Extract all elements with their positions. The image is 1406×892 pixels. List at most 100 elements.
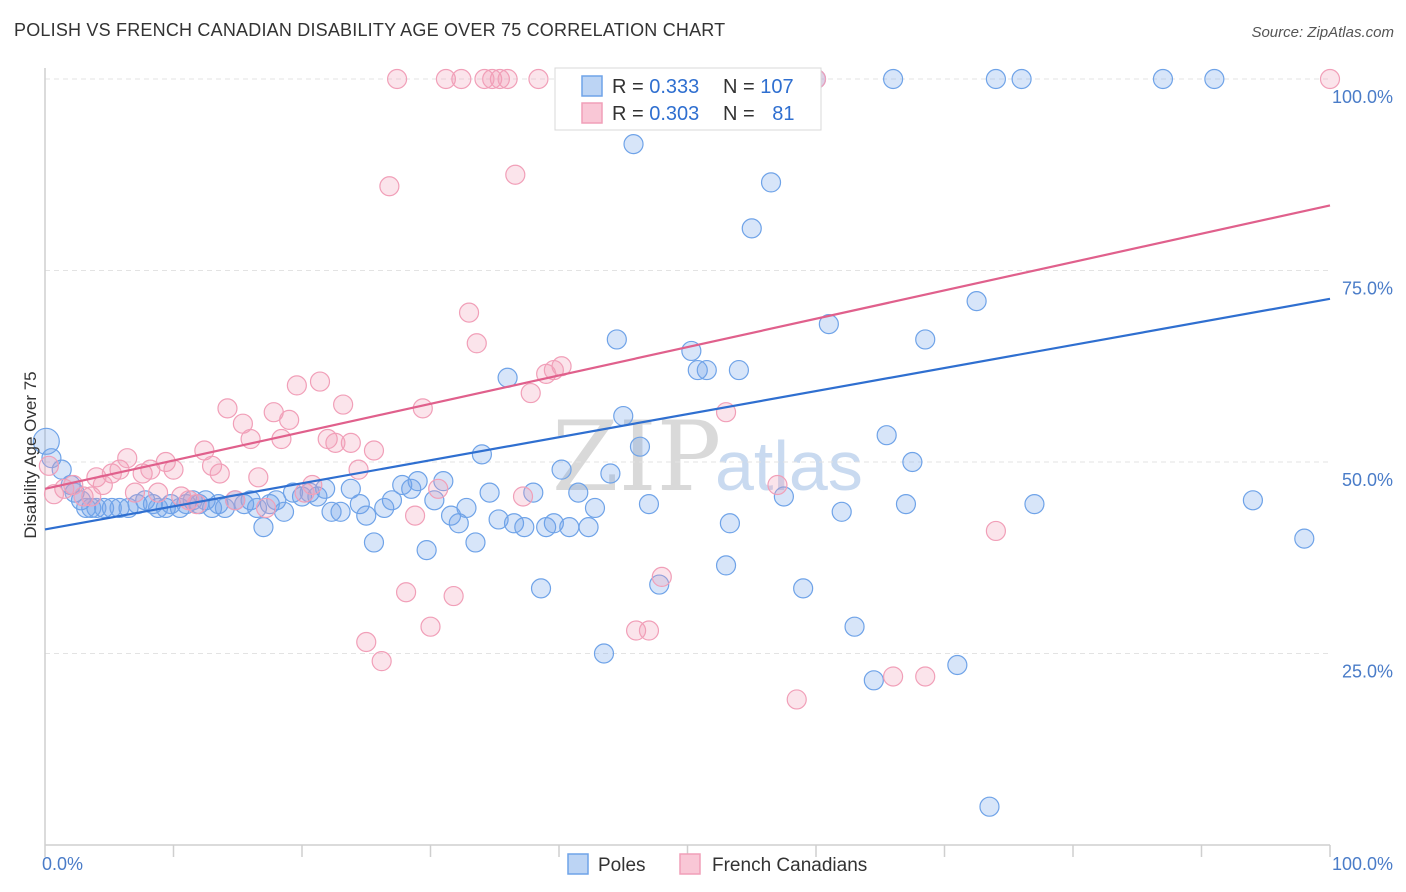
french-canadians-point-0	[38, 455, 59, 476]
poles-point-100	[831, 501, 852, 522]
poles-point-46	[374, 497, 395, 519]
french-canadians-point-72	[638, 620, 660, 641]
poles-point-74	[600, 463, 621, 484]
poles-point-31	[253, 517, 274, 538]
legend-swatch-french-canadians	[581, 102, 603, 124]
french-canadians-point-49	[420, 616, 441, 637]
svg-text:N = 107: N = 107	[723, 76, 794, 98]
legend-r-value-poles: 0.333	[649, 76, 699, 98]
x-tick-label-left: 0.0%	[42, 854, 83, 874]
svg-text:R = 0.303: R = 0.303	[612, 103, 699, 125]
french-canadians-point-48	[412, 398, 433, 419]
y-tick-label-2: 75.0%	[1342, 279, 1393, 299]
poles-point-70	[568, 482, 589, 503]
series-french-canadians-points	[38, 68, 1341, 710]
french-canadians-point-1	[43, 484, 65, 505]
legend-r-label-poles: R =	[612, 76, 649, 98]
poles-point-89	[719, 513, 741, 534]
poles-point-108	[947, 654, 968, 676]
french-canadians-point-63	[528, 68, 549, 90]
french-canadians-point-61	[512, 486, 534, 507]
bottom-legend-swatch-french-canadians	[679, 853, 701, 875]
french-canadians-point-27	[248, 467, 269, 488]
french-canadians-point-37	[325, 432, 346, 453]
bottom-legend-label-french-canadians: French Canadians	[712, 855, 867, 876]
poles-point-106	[902, 451, 923, 473]
legend-n-value-french-canadians: 81	[772, 103, 794, 125]
poles-point-26	[214, 497, 235, 519]
french-canadians-point-81	[985, 520, 1007, 542]
french-canadians-point-59	[497, 68, 518, 90]
french-canadians-point-38	[333, 394, 354, 415]
poles-point-110	[979, 796, 1000, 817]
y-tick-label-0: 25.0%	[1342, 662, 1393, 682]
poles-point-34	[273, 501, 295, 522]
poles-point-86	[696, 359, 717, 381]
french-canadians-point-52	[443, 585, 464, 607]
poles-point-92	[741, 218, 762, 239]
svg-text:N = 81: N = 81	[723, 103, 795, 125]
french-canadians-point-79	[882, 666, 904, 687]
svg-text:R = 0.333: R = 0.333	[612, 76, 699, 98]
poles-point-117	[1294, 528, 1315, 549]
y-tick-label-1: 50.0%	[1342, 470, 1393, 490]
french-canadians-point-39	[340, 432, 361, 453]
poles-point-60	[488, 509, 509, 530]
french-canadians-point-60	[505, 164, 526, 185]
poles-point-52	[424, 490, 445, 511]
poles-point-111	[985, 68, 1007, 90]
poles-point-56	[456, 497, 477, 519]
poles-point-115	[1204, 68, 1225, 90]
poles-point-63	[514, 517, 535, 538]
poles-point-102	[863, 670, 884, 691]
french-canadians-point-77	[786, 689, 807, 710]
french-canadians-point-51	[435, 68, 457, 90]
poles-point-78	[629, 436, 651, 457]
watermark-atlas: atlas	[715, 427, 863, 505]
poles-point-99	[818, 314, 839, 335]
legend-n-label-poles: N =	[723, 76, 760, 98]
poles-point-0	[32, 427, 60, 455]
poles-point-77	[623, 134, 644, 155]
poles-point-33	[266, 490, 287, 511]
french-canadians-point-50	[428, 478, 449, 499]
french-canadians-point-42	[363, 440, 385, 461]
french-canadians-point-10	[117, 448, 138, 469]
y-tick-labels: 25.0% 50.0% 75.0% 100.0%	[1332, 87, 1393, 682]
poles-point-9	[94, 497, 115, 519]
poles-point-101	[844, 616, 865, 637]
french-canadians-point-62	[520, 382, 541, 404]
legend-swatch-poles	[581, 75, 603, 97]
grid-lines	[45, 78, 1330, 654]
poles-point-45	[363, 532, 385, 553]
french-canadians-point-75	[767, 474, 788, 496]
french-canadians-point-56	[474, 68, 495, 90]
poles-point-44	[356, 505, 377, 526]
french-canadians-point-41	[356, 631, 377, 653]
source-label: Source: ZipAtlas.com	[1251, 24, 1394, 41]
legend-r-value-french-canadians: 0.303	[649, 103, 699, 125]
french-canadians-point-73	[651, 566, 672, 588]
poles-point-103	[876, 425, 897, 446]
bottom-legend-swatch-poles	[567, 853, 589, 875]
series-legend: Poles French Canadians	[567, 853, 867, 876]
french-canadians-point-80	[915, 666, 936, 687]
french-canadians-point-4	[73, 486, 94, 507]
legend-n-label-french-canadians: N =	[723, 103, 760, 125]
french-canadians-point-53	[451, 68, 472, 90]
french-canadians-point-32	[286, 375, 307, 396]
poles-point-88	[715, 555, 737, 576]
french-canadians-point-54	[458, 302, 480, 323]
poles-point-51	[416, 539, 437, 561]
series-poles-points	[32, 68, 1315, 817]
poles-point-41	[330, 501, 351, 522]
poles-point-71	[578, 517, 599, 538]
french-canadians-point-14	[147, 482, 169, 503]
french-canadians-point-21	[201, 455, 223, 476]
poles-point-73	[593, 643, 615, 664]
poles-point-69	[559, 517, 580, 538]
poles-point-43	[349, 494, 370, 515]
french-canadians-point-34	[302, 474, 323, 496]
french-canadians-point-55	[466, 333, 487, 354]
